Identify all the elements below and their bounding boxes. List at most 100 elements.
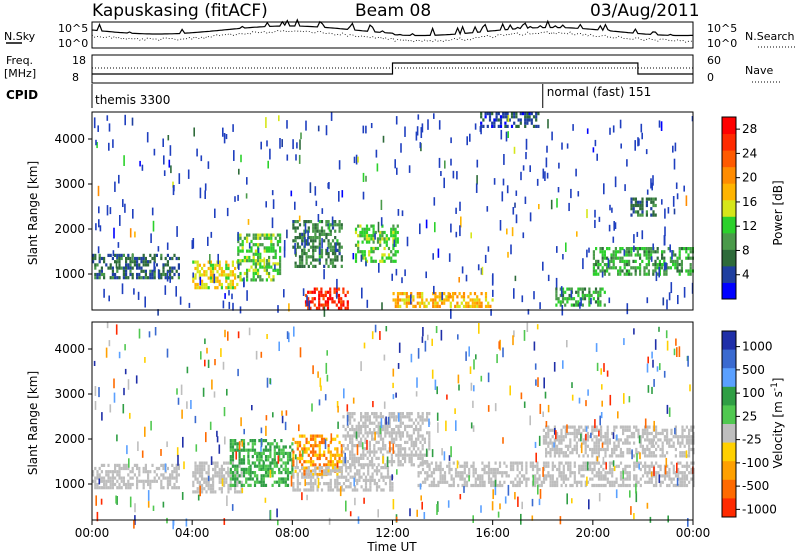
- data-cell: [458, 384, 460, 391]
- data-cell: [115, 260, 118, 269]
- data-cell: [437, 422, 439, 433]
- data-cell: [327, 245, 330, 249]
- data-cell: [160, 486, 163, 490]
- data-cell: [393, 428, 396, 432]
- data-cell: [613, 428, 616, 432]
- data-cell: [658, 120, 661, 128]
- data-cell: [164, 272, 167, 277]
- data-cell: [316, 434, 319, 438]
- data-cell: [206, 347, 208, 354]
- data-cell: [312, 239, 315, 243]
- data-cell: [473, 385, 475, 392]
- y-tick-label: 1000: [54, 477, 85, 491]
- data-cell: [129, 482, 132, 487]
- data-cell: [209, 263, 212, 267]
- data-cell: [395, 424, 398, 428]
- data-cell: [648, 464, 651, 468]
- data-cell: [372, 240, 375, 244]
- data-cell: [337, 287, 341, 291]
- data-cell: [626, 477, 629, 481]
- data-cell: [687, 272, 690, 276]
- data-cell: [292, 488, 295, 492]
- data-cell: [362, 466, 365, 470]
- data-cell: [520, 464, 524, 468]
- data-cell: [199, 485, 201, 497]
- data-cell: [229, 448, 232, 452]
- data-cell: [100, 256, 103, 261]
- data-cell: [199, 187, 202, 199]
- data-cell: [328, 223, 331, 232]
- data-cell: [120, 486, 123, 490]
- data-cell: [203, 461, 206, 465]
- data-cell: [542, 467, 544, 477]
- data-cell: [553, 362, 556, 372]
- data-cell: [488, 115, 492, 119]
- data-cell: [136, 260, 139, 264]
- data-cell: [166, 270, 169, 282]
- data-cell: [613, 483, 616, 488]
- data-cell: [421, 437, 424, 441]
- data-cell: [663, 262, 666, 271]
- data-cell: [469, 298, 472, 302]
- data-cell: [564, 444, 567, 448]
- data-cell: [111, 479, 114, 483]
- data-cell: [492, 467, 495, 472]
- data-cell: [294, 243, 296, 254]
- data-cell: [677, 441, 680, 445]
- data-cell: [312, 488, 315, 492]
- data-cell: [138, 466, 141, 471]
- data-cell: [133, 256, 136, 261]
- data-cell: [329, 242, 332, 246]
- data-cell: [325, 463, 328, 467]
- data-cell: [615, 425, 618, 429]
- data-cell: [242, 467, 246, 471]
- data-cell: [650, 431, 653, 436]
- data-cell: [431, 449, 434, 458]
- data-cell: [347, 472, 350, 476]
- data-cell: [416, 377, 418, 388]
- data-cell: [216, 464, 219, 468]
- data-cell: [267, 474, 270, 478]
- freq-left-tick-top: 18: [72, 54, 86, 67]
- data-cell: [514, 461, 517, 465]
- data-cell: [194, 276, 197, 280]
- data-cell: [432, 304, 435, 308]
- data-cell: [408, 434, 411, 438]
- data-cell: [107, 476, 110, 480]
- data-cell: [551, 461, 554, 465]
- data-cell: [312, 437, 315, 441]
- data-cell: [688, 454, 691, 458]
- data-cell: [654, 263, 657, 267]
- data-cell: [512, 483, 515, 488]
- data-cell: [370, 246, 373, 251]
- data-cell: [435, 464, 438, 468]
- data-cell: [592, 256, 595, 260]
- data-cell: [542, 441, 545, 445]
- data-cell: [360, 424, 363, 428]
- data-cell: [234, 483, 237, 487]
- data-cell: [253, 442, 257, 446]
- data-cell: [476, 175, 478, 185]
- data-cell: [158, 476, 161, 480]
- data-cell: [94, 482, 97, 487]
- data-cell: [251, 471, 254, 475]
- data-cell: [481, 266, 484, 276]
- data-cell: [654, 250, 657, 254]
- data-cell: [318, 232, 321, 236]
- data-cell: [520, 171, 522, 181]
- data-cell: [149, 260, 152, 264]
- data-cell: [667, 515, 669, 523]
- data-cell: [382, 437, 385, 441]
- data-cell: [647, 385, 650, 393]
- data-cell: [210, 456, 213, 466]
- data-cell: [118, 266, 121, 270]
- data-cell: [458, 277, 460, 283]
- data-cell: [340, 475, 343, 479]
- data-cell: [619, 425, 622, 429]
- data-cell: [134, 231, 136, 238]
- data-cell: [551, 435, 554, 439]
- data-cell: [312, 236, 315, 240]
- data-cell: [268, 249, 271, 253]
- data-cell: [166, 263, 169, 267]
- data-cell: [118, 473, 121, 477]
